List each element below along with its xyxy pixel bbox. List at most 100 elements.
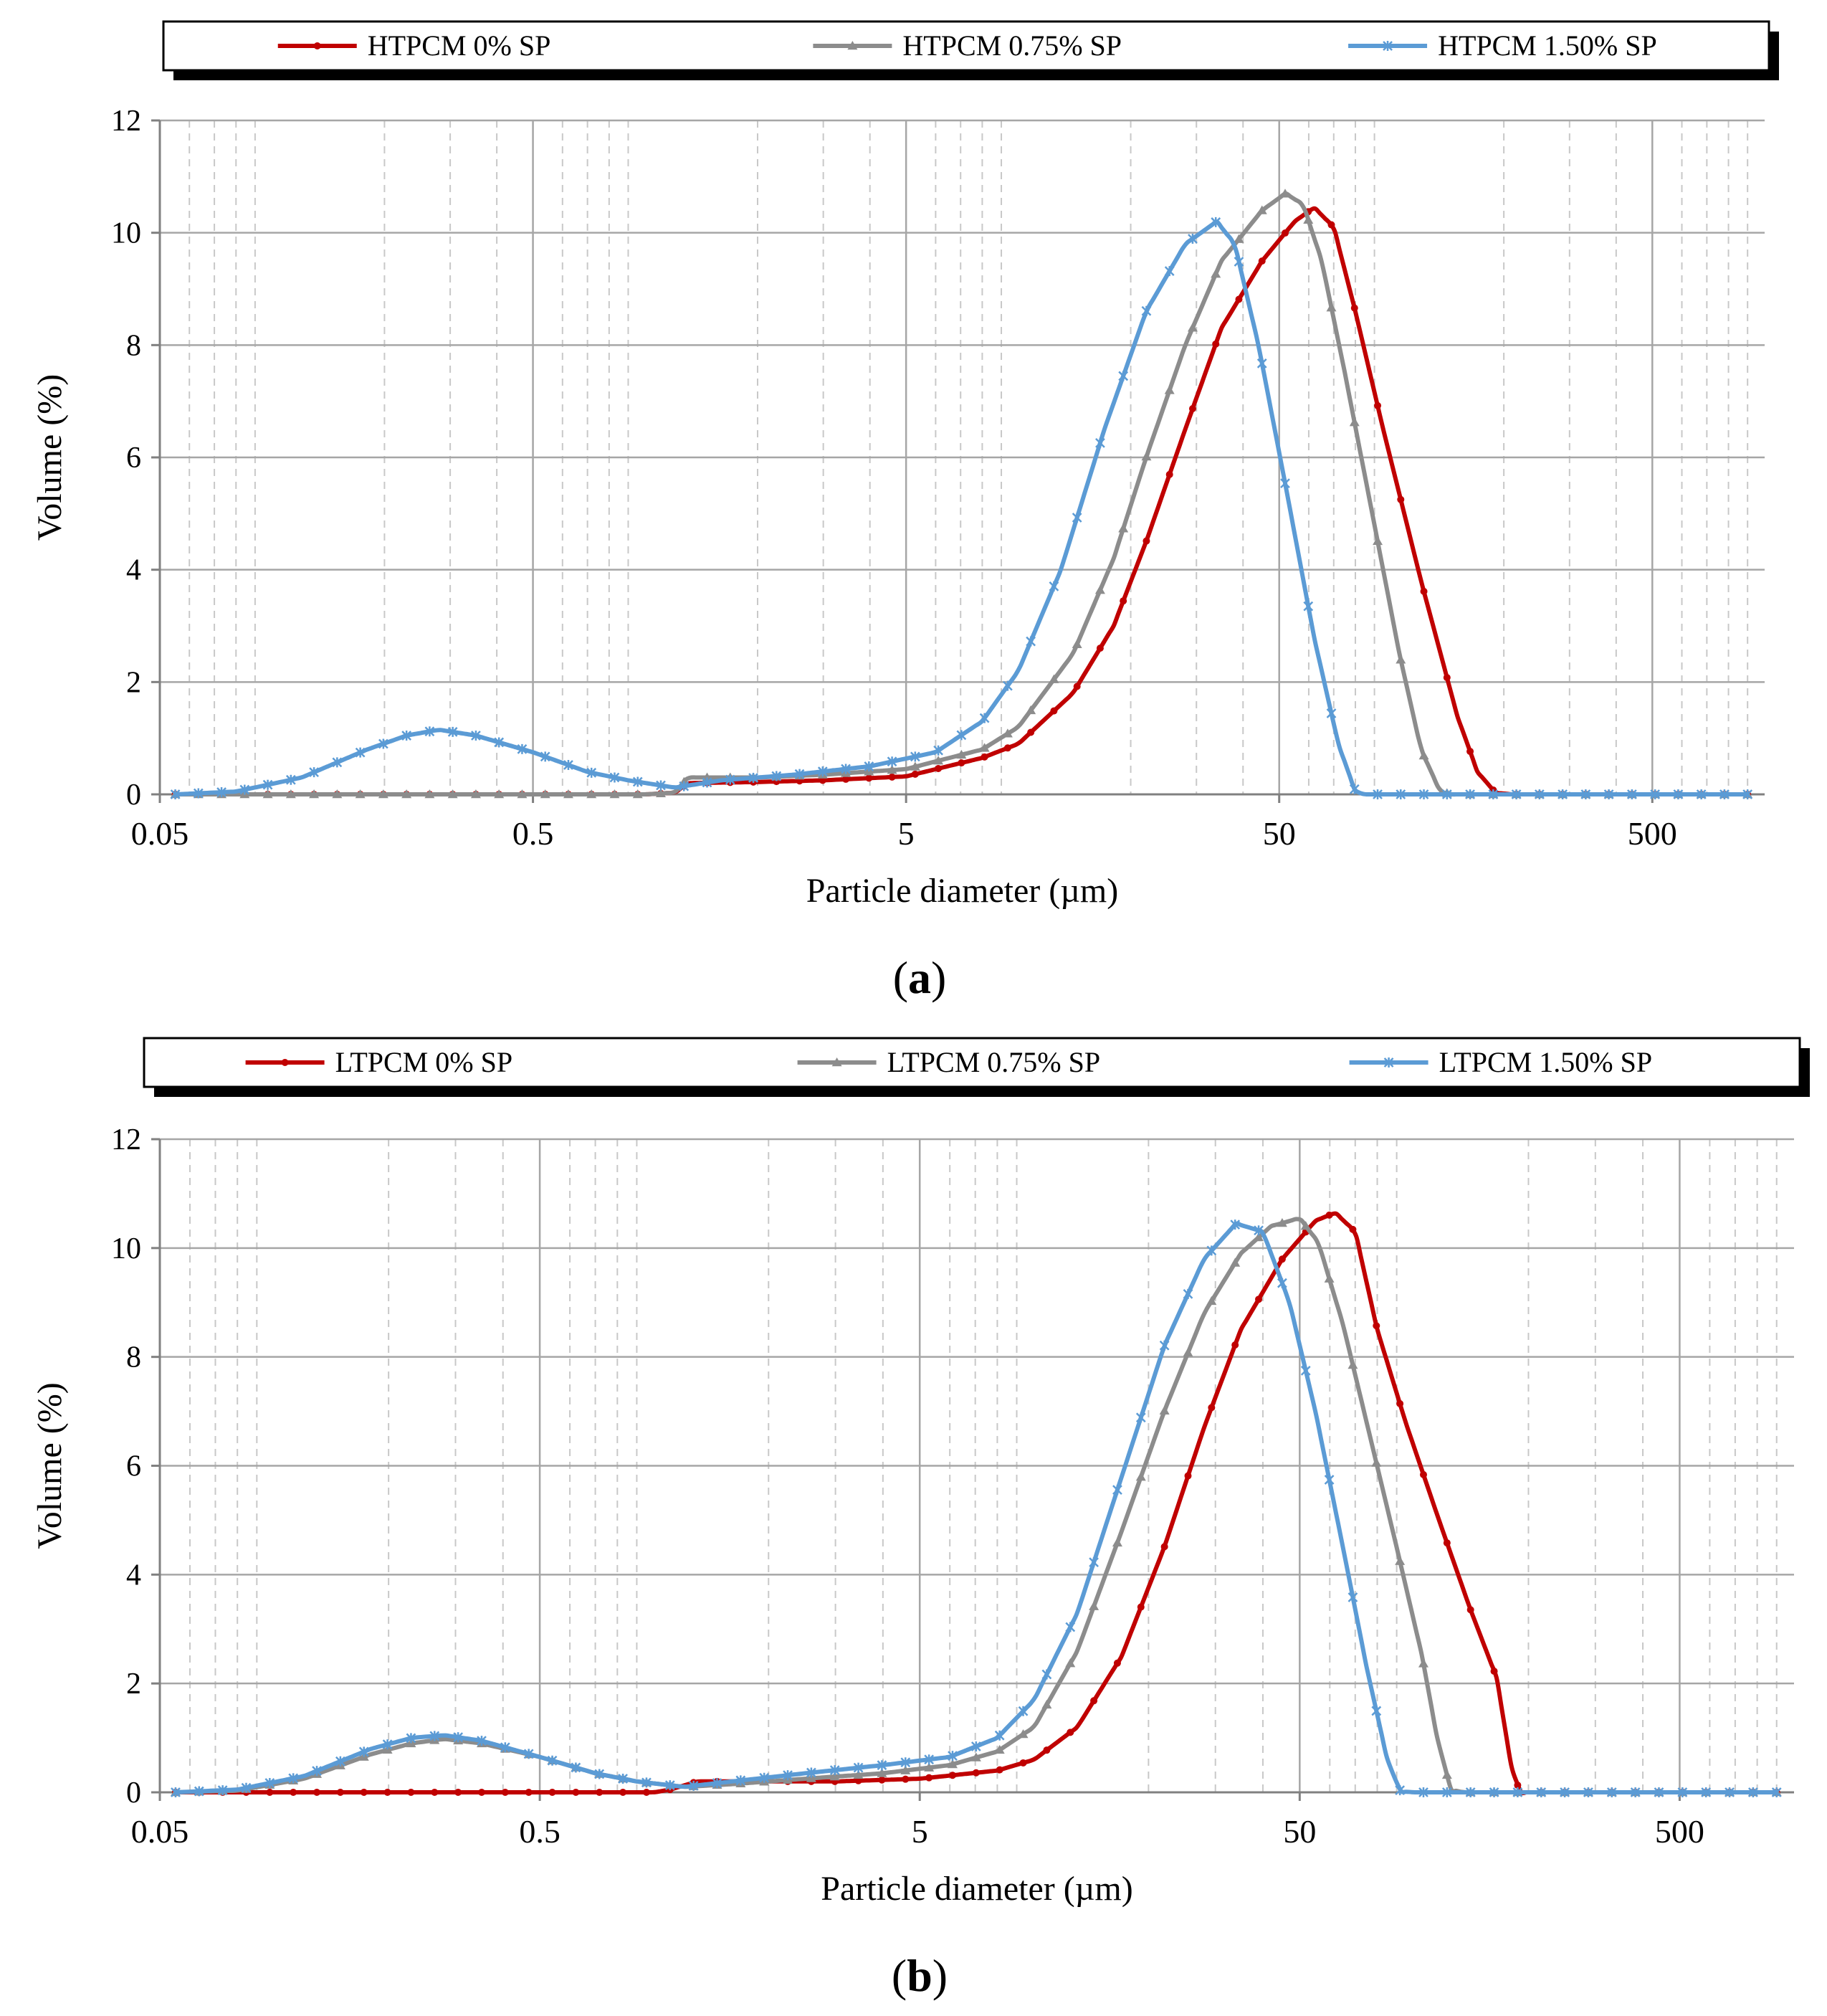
data-point [1018,1706,1029,1716]
data-point [996,1766,1003,1774]
data-point [1065,1622,1076,1632]
data-point [1135,1472,1146,1481]
data-point [1212,340,1220,348]
data-point [910,761,920,771]
data-point [656,780,666,791]
data-point [877,1760,887,1771]
data-point [525,1789,533,1796]
data-point [494,737,505,748]
data-point [332,789,343,799]
data-point [864,761,874,771]
data-point [1742,789,1753,799]
data-point [1043,1746,1051,1754]
data-point [725,774,735,785]
data-point [1065,1658,1076,1668]
data-point [1089,1601,1099,1610]
data-point [1373,1322,1380,1330]
data-point [1443,1539,1451,1547]
data-point [748,772,758,783]
data-point [1096,645,1104,652]
data-point [1748,1787,1758,1797]
data-point [911,770,919,778]
data-point [1441,789,1452,799]
data-point [407,1789,415,1796]
legend-label: HTPCM 0.75% SP [902,29,1122,62]
data-point [1654,1787,1664,1797]
data-point [1441,1769,1452,1779]
data-point [900,1765,911,1774]
data-point [1112,1485,1122,1496]
data-point [378,789,388,799]
data-point [453,1732,464,1743]
y-tick-label: 8 [126,329,141,362]
data-point [1141,305,1152,316]
data-point [1349,417,1360,427]
y-tick-label: 4 [126,1559,141,1592]
x-tick-label: 0.5 [519,1813,560,1850]
data-point [1137,1603,1145,1611]
data-point [712,1778,722,1789]
data-point [972,1769,980,1777]
data-point [1303,214,1314,224]
legend-marker [847,41,858,50]
data-point [1300,1365,1311,1376]
data-point [1184,1472,1192,1480]
data-point [1324,1474,1335,1485]
data-point [594,1769,605,1779]
data-point [572,1789,580,1796]
data-point [1371,1706,1382,1716]
data-point [500,1742,510,1753]
data-point [1234,234,1244,243]
data-point [948,1751,958,1761]
data-point [447,789,458,799]
data-point [447,726,458,737]
data-point [1303,601,1314,612]
data-point [1350,304,1358,312]
legend: LTPCM 0% SP LTPCM 0.75% SP LTPCM 1.50% SP [143,1037,1810,1097]
data-point [878,1776,886,1784]
data-point [1206,1295,1217,1306]
data-point [1347,1592,1358,1602]
data-point [1118,371,1129,381]
data-point [702,777,712,788]
data-point [1326,708,1337,719]
data-point [632,776,643,787]
data-point [470,789,481,799]
data-point [1280,478,1290,489]
data-point [1159,1405,1170,1415]
data-point [1395,1785,1406,1796]
data-point [842,775,850,783]
data-point [1208,1404,1216,1412]
data-point [1420,587,1428,595]
data-point [1373,536,1383,546]
data-point [979,743,990,752]
data-point [679,781,690,791]
data-point [1089,1557,1099,1568]
data-point [1396,1399,1404,1407]
data-point [1230,1257,1241,1267]
data-point [1256,358,1267,369]
data-point [1514,1782,1522,1789]
data-point [759,1772,770,1783]
series [171,1219,1782,1797]
data-point [1606,1787,1617,1797]
data-point [1050,707,1058,715]
y-tick-label: 8 [126,1341,141,1374]
data-point [1113,1659,1121,1667]
data-point [910,751,920,762]
legend-item: LTPCM 1.50% SP [1349,1046,1653,1078]
data-point [1255,1295,1263,1303]
data-point [336,1789,344,1796]
data-point [383,1789,391,1796]
data-point [477,1736,487,1746]
y-tick-label: 2 [126,666,141,699]
data-point [925,1774,933,1782]
legend-label: LTPCM 1.50% SP [1439,1046,1653,1078]
legend-marker [1383,41,1393,51]
data-point [1211,269,1221,278]
data-point [1300,1221,1311,1230]
data-point [1188,233,1198,244]
y-tick-label: 2 [126,1668,141,1701]
data-point [1281,229,1289,237]
